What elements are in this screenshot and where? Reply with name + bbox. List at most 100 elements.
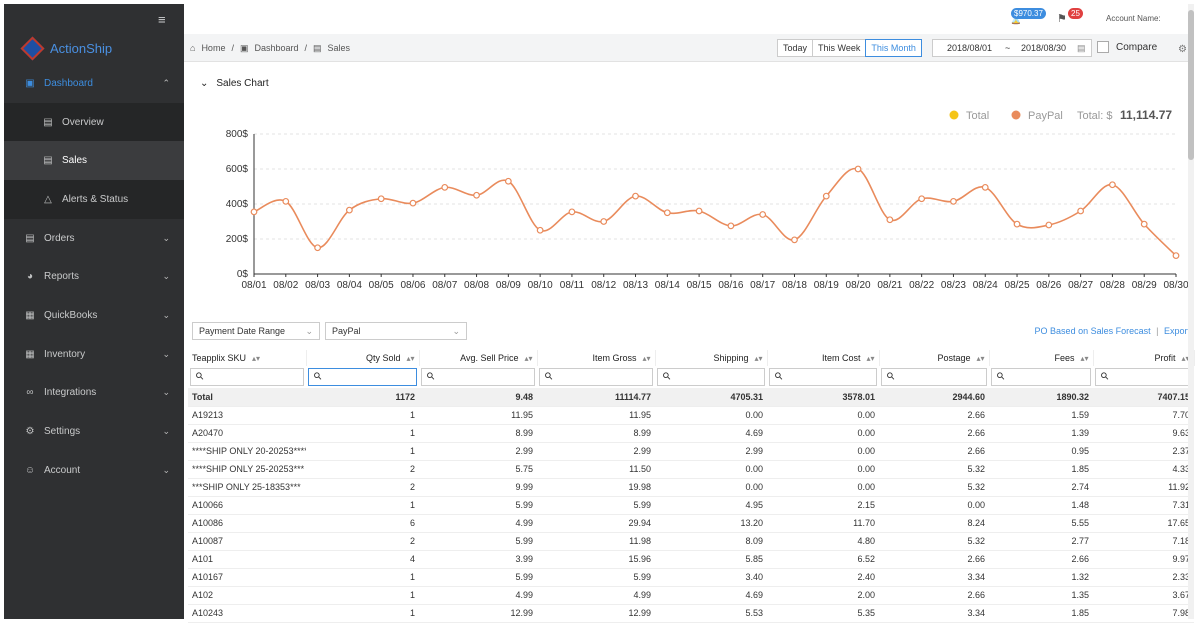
column-search-input-avg-sell-price[interactable]: ⚲ <box>421 368 535 386</box>
date-range-picker[interactable]: 2018/08/01 ~ 2018/08/30 ▤ <box>932 39 1092 57</box>
wrench-icon: ⚙ <box>25 426 35 438</box>
column-header-sku[interactable]: Teapplix SKU ▴▾ <box>188 350 307 366</box>
sort-icon[interactable]: ▴▾ <box>866 354 875 363</box>
compare-checkbox[interactable] <box>1097 41 1109 53</box>
sort-icon[interactable]: ▴▾ <box>642 354 651 363</box>
brand[interactable]: ActionShip <box>20 36 112 61</box>
column-search-input-item-cost[interactable]: ⚲ <box>769 368 877 386</box>
column-header-item-cost[interactable]: Item Cost ▴▾ <box>767 350 880 366</box>
channel-select[interactable]: PayPal ⌄ <box>325 322 467 340</box>
column-header-qty-sold[interactable]: Qty Sold ▴▾ <box>306 350 420 366</box>
y-tick-label: 200$ <box>226 234 249 245</box>
account-name-label[interactable]: Account Name: <box>1106 14 1161 23</box>
table-row[interactable]: A101 4 3.99 15.96 5.85 6.52 2.66 2.66 9.97 <box>188 550 1194 569</box>
date-type-select[interactable]: Payment Date Range ⌄ <box>192 322 320 340</box>
sidebar-item-quickbooks[interactable]: ▦ QuickBooks ⌄ <box>4 296 184 335</box>
table-row[interactable]: ***SHIP ONLY 25-18353*** 2 9.99 19.98 0.00 0.… <box>188 478 1194 497</box>
sort-icon[interactable]: ▴▾ <box>754 354 763 363</box>
sidebar-item-sales[interactable]: ▤ Sales <box>4 141 184 181</box>
column-search-input-qty-sold[interactable]: ⚲ <box>308 368 417 386</box>
flag-icon[interactable]: ⚑ <box>1057 13 1067 25</box>
column-header-label: Fees <box>1054 353 1075 363</box>
table-row[interactable]: A10087 2 5.99 11.98 8.09 4.80 5.32 2.77 7.18 <box>188 532 1194 551</box>
search-cell: ⚲ <box>1093 366 1194 388</box>
column-search-input-fees[interactable]: ⚲ <box>991 368 1091 386</box>
column-search-input-shipping[interactable]: ⚲ <box>657 368 765 386</box>
search-cell: ⚲ <box>879 366 989 388</box>
column-header-fees[interactable]: Fees ▴▾ <box>989 350 1094 366</box>
column-search-input-sku[interactable]: ⚲ <box>190 368 304 386</box>
column-search-input-item-gross[interactable]: ⚲ <box>539 368 653 386</box>
chart-section-title: Sales Chart <box>216 78 269 89</box>
breadcrumb-bar: ⌂ Home / ▣ Dashboard / ▤ Sales Today Thi… <box>184 34 1194 62</box>
menu-collapse-icon[interactable]: ≡ <box>158 12 166 27</box>
sort-icon[interactable]: ▴▾ <box>524 354 533 363</box>
sidebar-item-orders[interactable]: ▤ Orders ⌄ <box>4 219 184 258</box>
column-header-label: Shipping <box>713 353 749 363</box>
table-row[interactable]: A19213 1 11.95 11.95 0.00 0.00 2.66 1.59 7.70 <box>188 406 1194 425</box>
breadcrumb-home[interactable]: Home <box>201 43 226 53</box>
x-tick-label: 08/30 <box>1163 280 1188 291</box>
table-row[interactable]: A10066 1 5.99 5.99 4.95 2.15 0.00 1.48 7.31 <box>188 496 1194 515</box>
column-header-shipping[interactable]: Shipping ▴▾ <box>655 350 768 366</box>
document-icon: ▤ <box>313 43 322 53</box>
sidebar-item-integrations[interactable]: ∞ Integrations ⌄ <box>4 374 184 413</box>
column-header-item-gross[interactable]: Item Gross ▴▾ <box>537 350 656 366</box>
scrollbar-thumb[interactable] <box>1188 10 1194 160</box>
table-row[interactable]: A102 1 4.99 4.99 4.69 2.00 2.66 1.35 3.67 <box>188 586 1194 605</box>
qb-icon: ▦ <box>25 309 35 321</box>
sidebar-item-alerts[interactable]: △ Alerts & Status <box>4 180 184 219</box>
po-forecast-link[interactable]: PO Based on Sales Forecast <box>1034 326 1151 336</box>
cell-fees: 2.66 <box>989 550 1093 569</box>
table-search-row: ⚲ ⚲ ⚲ ⚲ ⚲ ⚲ ⚲ ⚲ ⚲ <box>188 366 1194 388</box>
cell-profit: 7.98 <box>1093 604 1194 623</box>
sort-icon[interactable]: ▴▾ <box>1080 354 1089 363</box>
sort-icon[interactable]: ▴▾ <box>976 354 985 363</box>
compare-toggle[interactable]: Compare <box>1097 41 1157 53</box>
cell-fees: 1.35 <box>989 586 1093 605</box>
table-row[interactable]: A10086 6 4.99 29.94 13.20 11.70 8.24 5.55 17.65 <box>188 514 1194 533</box>
column-header-postage[interactable]: Postage ▴▾ <box>879 350 990 366</box>
column-search-input-profit[interactable]: ⚲ <box>1095 368 1192 386</box>
table-row[interactable]: A10243 1 12.99 12.99 5.53 5.35 3.34 1.85 7.98 <box>188 604 1194 623</box>
sidebar-item-settings[interactable]: ⚙ Settings ⌄ <box>4 412 184 451</box>
cell-qty-sold: 2 <box>306 460 419 479</box>
page-scrollbar[interactable] <box>1188 4 1194 619</box>
x-tick-label: 08/03 <box>305 280 330 291</box>
column-header-avg-sell-price[interactable]: Avg. Sell Price ▴▾ <box>419 350 538 366</box>
sidebar-item-inventory[interactable]: ▦ Inventory ⌄ <box>4 335 184 374</box>
cell-item-cost: 11.70 <box>767 514 879 533</box>
x-tick-label: 08/08 <box>464 280 489 291</box>
x-tick-label: 08/09 <box>496 280 521 291</box>
y-tick-label: 0$ <box>237 269 249 280</box>
sort-icon[interactable]: ▴▾ <box>252 354 261 363</box>
sidebar-item-dashboard[interactable]: ▣ Dashboard ⌃ <box>4 64 184 103</box>
data-point <box>791 236 798 244</box>
column-search-input-postage[interactable]: ⚲ <box>881 368 987 386</box>
table-row[interactable]: ****SHIP ONLY 20-20253**** 1 2.99 2.99 2.99 0… <box>188 442 1194 461</box>
sort-icon[interactable]: ▴▾ <box>406 354 415 363</box>
sidebar-item-reports[interactable]: ◕ Reports ⌄ <box>4 257 184 296</box>
x-tick-label: 08/02 <box>273 280 298 291</box>
table-row[interactable]: A10167 1 5.99 5.99 3.40 2.40 3.34 1.32 2.33 <box>188 568 1194 587</box>
table-row[interactable]: ****SHIP ONLY 25-20253*** 2 5.75 11.50 0.00 0… <box>188 460 1194 479</box>
calendar-icon: ▤ <box>1077 43 1086 53</box>
export-link[interactable]: Export <box>1163 326 1190 336</box>
sidebar-item-overview[interactable]: ▤ Overview <box>4 103 184 142</box>
sidebar-item-label: Overview <box>62 116 104 128</box>
x-tick-label: 08/06 <box>400 280 425 291</box>
range-this-week-button[interactable]: This Week <box>812 39 867 57</box>
cell-sku: ****SHIP ONLY 25-20253*** <box>188 460 306 479</box>
table-row[interactable]: A20470 1 8.99 8.99 4.69 0.00 2.66 1.39 9.63 <box>188 424 1194 443</box>
range-today-button[interactable]: Today <box>777 39 814 57</box>
gear-icon[interactable]: ⚙ <box>1178 44 1187 55</box>
sort-icon[interactable]: ▴▾ <box>1181 354 1190 363</box>
column-header-profit[interactable]: Profit ▴▾ <box>1093 350 1195 366</box>
cell-fees: 2.74 <box>989 478 1093 497</box>
range-this-month-button[interactable]: This Month <box>865 39 922 57</box>
cell-postage: 2.66 <box>879 406 989 425</box>
breadcrumb-dashboard[interactable]: Dashboard <box>254 43 299 53</box>
chart-section-header[interactable]: ⌄ Sales Chart <box>200 78 269 89</box>
sidebar-item-account[interactable]: ☺ Account ⌄ <box>4 451 184 490</box>
data-point <box>663 209 671 217</box>
